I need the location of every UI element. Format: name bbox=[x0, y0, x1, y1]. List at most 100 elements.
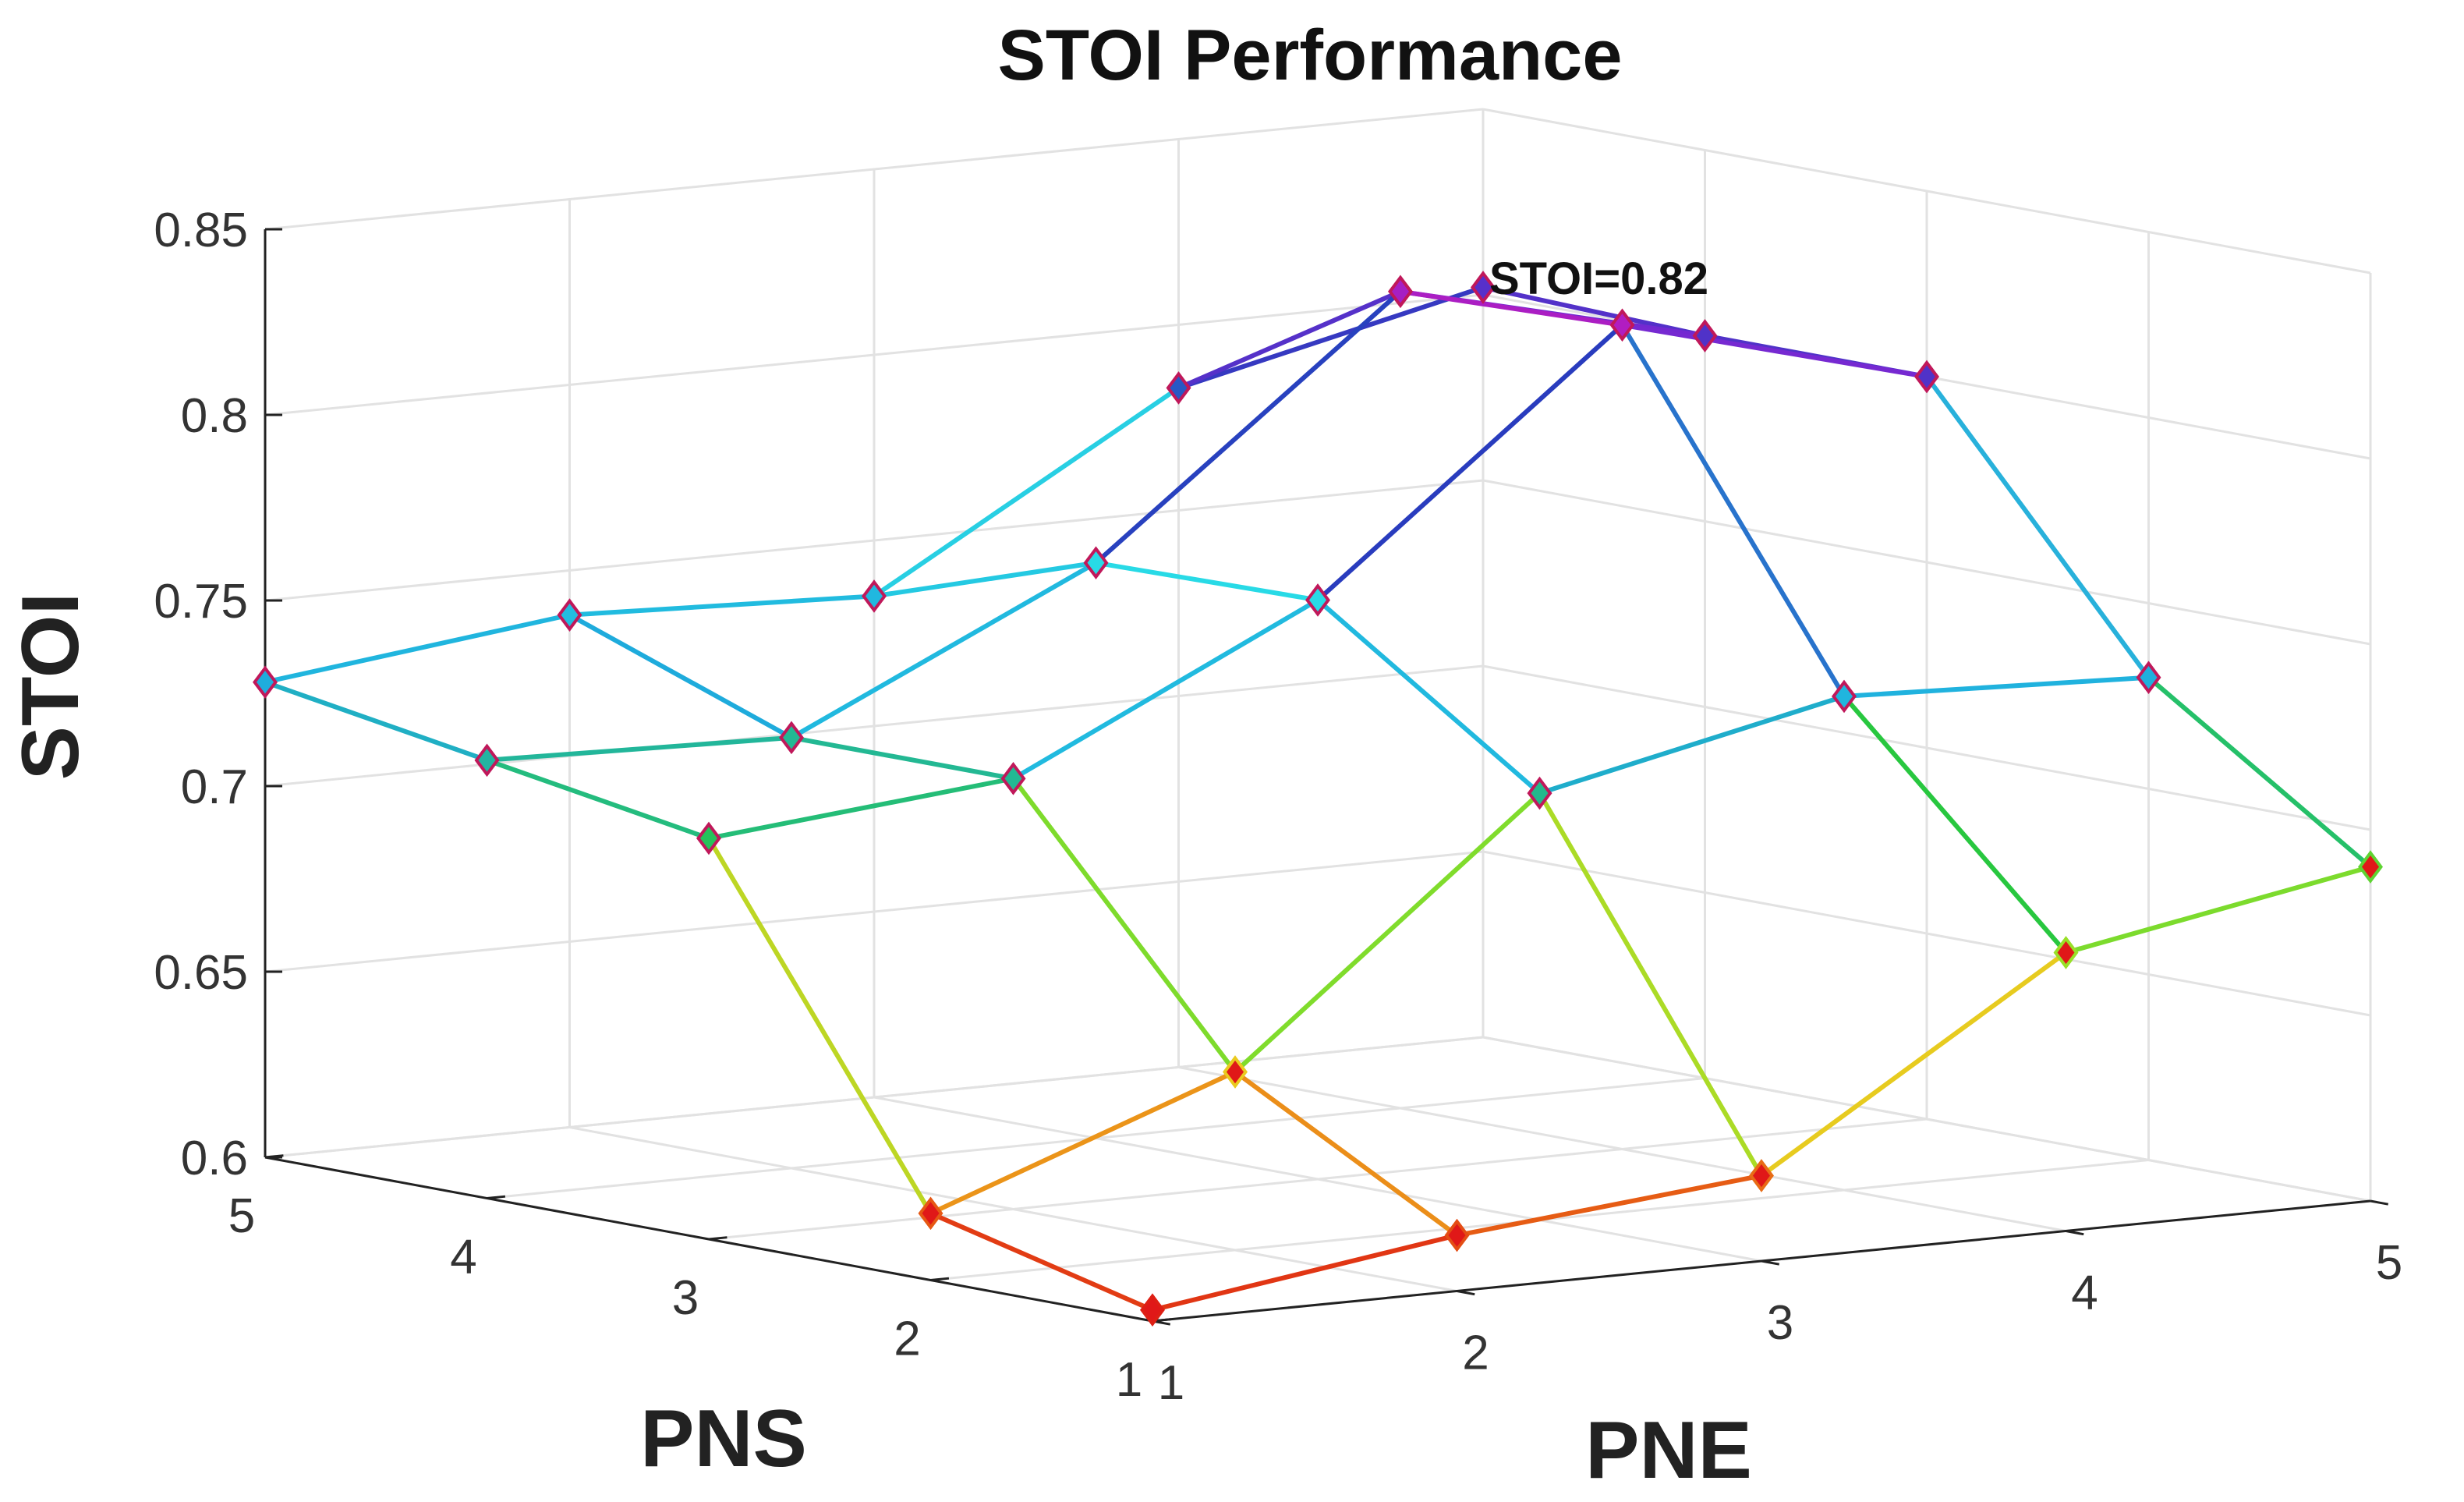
tick-labels: 0.6 0.65 0.7 0.75 0.8 0.85 1 2 3 4 5 1 2 3 4 5 bbox=[154, 204, 2402, 1410]
mesh-line-along-pns bbox=[1096, 560, 1319, 603]
axes bbox=[264, 228, 2389, 1326]
data-point-marker bbox=[2053, 936, 2079, 969]
mesh-line-along-pne bbox=[708, 776, 1014, 841]
x-tick-label: 4 bbox=[2071, 1266, 2098, 1320]
mesh-line-along-pns bbox=[1316, 598, 1542, 795]
z-tick-label: 0.8 bbox=[181, 389, 248, 443]
mesh-line-along-pns bbox=[1400, 289, 1623, 328]
y-tick-label: 4 bbox=[450, 1231, 476, 1284]
data-point-marker bbox=[1000, 762, 1026, 795]
mesh-line-along-pne bbox=[1621, 322, 1928, 379]
mesh-line-along-pns bbox=[1842, 694, 2068, 955]
y-axis-title: PNS bbox=[640, 1394, 807, 1484]
x-tick-label: 2 bbox=[1462, 1327, 1489, 1380]
data-point-marker bbox=[1305, 583, 1330, 617]
z-tick-label: 0.6 bbox=[181, 1132, 248, 1185]
y-tick-label: 5 bbox=[228, 1189, 255, 1243]
chart-title: STOI Performance bbox=[997, 16, 1622, 95]
data-point-marker bbox=[779, 721, 804, 755]
data-point-marker bbox=[557, 598, 582, 632]
x-tick-mark bbox=[2066, 1230, 2084, 1236]
mesh-line-along-pne bbox=[569, 593, 875, 618]
mesh-line-along-pne bbox=[790, 561, 1097, 740]
mesh-line-along-pne bbox=[1315, 323, 1624, 602]
data-series bbox=[253, 271, 2383, 1327]
y-tick-mark bbox=[264, 1154, 284, 1159]
mesh-line-along-pne bbox=[2065, 864, 2371, 955]
x-tick-label: 3 bbox=[1767, 1296, 1793, 1350]
data-point-marker bbox=[862, 579, 887, 613]
data-point-marker bbox=[1749, 1159, 1774, 1192]
data-point-marker bbox=[1914, 360, 1939, 394]
mesh-line-along-pne bbox=[1843, 675, 2149, 699]
mesh-line-along-pns bbox=[791, 735, 1014, 781]
mesh-line-along-pne bbox=[929, 1069, 1237, 1216]
mesh-line-along-pne bbox=[1177, 285, 1484, 391]
data-point-marker bbox=[696, 821, 721, 856]
y-tick-mark bbox=[708, 1236, 728, 1241]
mesh-line-along-pns bbox=[1234, 1070, 1459, 1238]
z-tick-label: 0.65 bbox=[154, 946, 248, 1000]
y-tick-label: 2 bbox=[894, 1312, 920, 1366]
data-point-marker bbox=[1609, 308, 1635, 342]
mesh-line-along-pns bbox=[1177, 289, 1402, 391]
z-tick-label: 0.7 bbox=[181, 760, 248, 814]
data-point-marker bbox=[2136, 661, 2161, 695]
z-tick-label: 0.75 bbox=[154, 575, 248, 629]
x-tick-label: 5 bbox=[2376, 1236, 2402, 1290]
mesh-line-along-pne bbox=[1760, 951, 2068, 1178]
mesh-line-along-pne bbox=[1456, 1173, 1762, 1238]
y-tick-label: 3 bbox=[672, 1271, 699, 1325]
mesh-line-along-pns bbox=[264, 679, 488, 763]
data-point-marker bbox=[1692, 319, 1718, 352]
data-point-marker bbox=[1083, 546, 1109, 580]
data-point-marker bbox=[1140, 1293, 1165, 1327]
mesh-line-along-pne bbox=[873, 385, 1181, 598]
mesh-line-along-pns bbox=[486, 757, 710, 841]
mesh-line-along-pne bbox=[1538, 694, 1845, 795]
mesh-line-along-pne bbox=[1152, 1233, 1458, 1312]
floor-y-gridline bbox=[708, 1118, 1928, 1241]
mesh-line-along-pns bbox=[1620, 324, 1846, 698]
data-point-marker bbox=[1444, 1218, 1470, 1252]
mesh-line-along-pns bbox=[1482, 285, 1706, 338]
data-point-marker bbox=[253, 665, 278, 700]
x-tick-label: 1 bbox=[1158, 1356, 1184, 1410]
grid-lines bbox=[264, 108, 2372, 1323]
mesh-line-along-pne bbox=[1233, 791, 1542, 1074]
data-point-marker bbox=[1388, 275, 1413, 309]
y-tick-mark bbox=[930, 1277, 950, 1281]
mesh-line-along-pns bbox=[568, 612, 793, 740]
x-tick-mark bbox=[2370, 1199, 2389, 1206]
data-point-marker bbox=[1527, 776, 1552, 810]
mesh-line-along-pns bbox=[706, 837, 933, 1215]
floor-y-gridline bbox=[264, 1036, 1484, 1159]
data-point-marker bbox=[1166, 371, 1191, 405]
x-tick-mark bbox=[1457, 1290, 1475, 1296]
y-tick-label: 1 bbox=[1116, 1353, 1142, 1407]
data-point-marker bbox=[474, 743, 500, 778]
mesh-line-along-pne bbox=[1011, 597, 1319, 781]
data-point-marker bbox=[1223, 1055, 1248, 1089]
x-axis-title: PNE bbox=[1585, 1405, 1752, 1496]
data-point-marker bbox=[918, 1196, 943, 1231]
z-tick-label: 0.85 bbox=[154, 204, 248, 257]
y-tick-mark bbox=[487, 1195, 506, 1199]
data-point-marker bbox=[1832, 679, 1857, 714]
mesh-line-along-pne bbox=[264, 612, 571, 685]
mesh-line-along-pne bbox=[487, 735, 792, 763]
mesh-line-along-pns bbox=[929, 1211, 1154, 1312]
mesh-line-along-pns bbox=[873, 560, 1096, 599]
mesh-line-along-pns bbox=[1924, 375, 2151, 679]
mesh-line-along-pne bbox=[1094, 289, 1402, 565]
x-tick-mark bbox=[1761, 1259, 1780, 1266]
z-axis-title: STOI bbox=[5, 593, 96, 781]
peak-annotation: STOI=0.82 bbox=[1489, 253, 1708, 304]
data-point-marker bbox=[2358, 850, 2383, 884]
mesh-line-along-pns bbox=[1537, 792, 1764, 1178]
mesh-line-along-pns bbox=[2147, 675, 2372, 869]
mesh-line-along-pns bbox=[1011, 777, 1237, 1074]
data-point-marker bbox=[1471, 271, 1496, 304]
